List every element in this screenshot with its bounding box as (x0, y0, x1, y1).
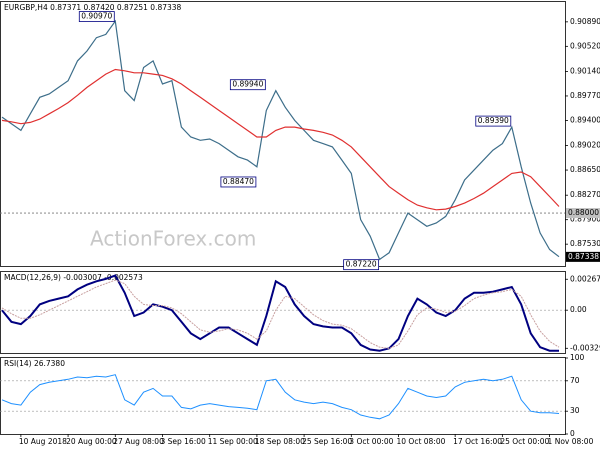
y-tick-label: 0.002673 (570, 274, 600, 283)
price-label-box (229, 79, 266, 91)
x-tick-label: 20 Aug 00:00 (66, 437, 117, 446)
y-tick-label: 0.90140 (570, 66, 600, 75)
x-tick-label: 18 Sep 08:00 (255, 437, 305, 446)
price-label-box (78, 11, 115, 22)
level-label: 0.88000 (568, 208, 599, 217)
y-tick-label: 0.89770 (570, 91, 600, 100)
panel-title: MACD(12,26,9) -0.003007 -0.002573 (4, 273, 143, 282)
price-label: 0.89940 (232, 80, 263, 89)
series-line (1, 68, 560, 211)
panel-title: EURGBP,H4 0.87371 0.87420 0.87251 0.8733… (4, 3, 182, 12)
x-tick-label: 3 Sep 16:00 (160, 437, 206, 446)
x-tick-label: 10 Oct 08:00 (397, 437, 446, 446)
price-label: 0.90970 (81, 12, 112, 21)
y-tick-label: 0.00 (570, 305, 587, 314)
y-tick-label: 0.89400 (570, 115, 600, 124)
last-price: 0.87338 (568, 252, 599, 261)
series-line (1, 279, 560, 349)
last-price-bg (566, 251, 600, 262)
y-tick-label: 0 (570, 429, 575, 438)
price-label: 0.87220 (346, 260, 377, 269)
level-label-bg (566, 208, 600, 219)
panel-frame (0, 1, 566, 267)
y-tick-label: 0.90890 (570, 17, 600, 26)
x-tick-label: 11 Sep 00:00 (208, 437, 258, 446)
x-tick-label: 1 Nov 08:00 (548, 437, 594, 446)
y-tick-label: 0.87900 (570, 215, 600, 224)
y-tick-label: 0.89020 (570, 141, 600, 150)
y-tick-label: 0.90520 (570, 41, 600, 50)
series-line (1, 19, 560, 261)
series-line (1, 274, 559, 352)
y-tick-label: 0.87530 (570, 239, 600, 248)
price-label-box (343, 259, 380, 271)
panel-frame (0, 271, 566, 354)
y-tick-label: 100 (570, 353, 585, 362)
y-tick-label: 0.88270 (570, 190, 600, 199)
y-tick-label: -0.003293 (570, 343, 600, 352)
watermark: ActionForex.com (90, 227, 256, 251)
panel-title: RSI(14) 26.7380 (4, 359, 65, 368)
price-label-box (475, 115, 512, 127)
x-tick-label: 3 Oct 00:00 (349, 437, 393, 446)
x-tick-label: 27 Aug 08:00 (113, 437, 164, 446)
y-tick-label: 0.88650 (570, 165, 600, 174)
x-tick-label: 25 Oct 00:00 (500, 437, 549, 446)
price-label-box (220, 176, 257, 188)
x-tick-label: 17 Oct 16:00 (453, 437, 502, 446)
panel-frame (0, 357, 566, 435)
x-tick-label: 25 Sep 16:00 (302, 437, 352, 446)
price-label: 0.88470 (223, 177, 254, 186)
y-tick-label: 30 (570, 406, 580, 415)
price-label: 0.89390 (478, 116, 509, 125)
series-line (1, 374, 560, 420)
x-tick-label: 10 Aug 2018 (19, 437, 67, 446)
y-tick-label: 70 (570, 376, 580, 385)
